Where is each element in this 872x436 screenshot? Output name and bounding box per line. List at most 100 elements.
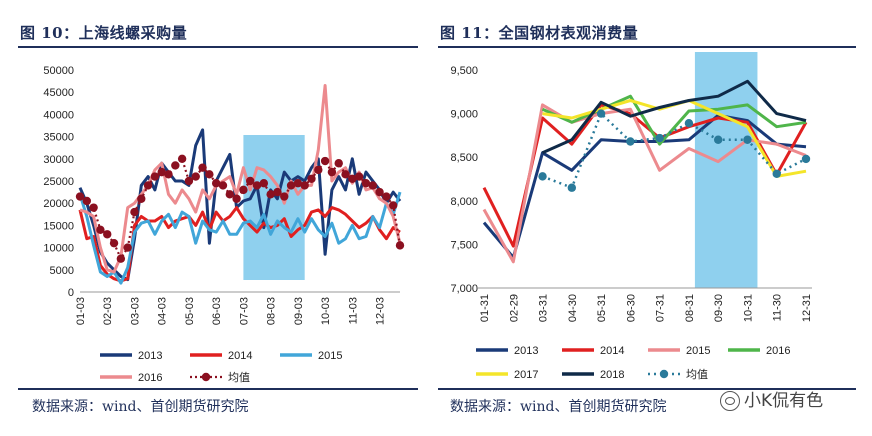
- left-x-tick-label: 04-03: [157, 297, 169, 325]
- left-x-tick-label: 01-03: [75, 297, 87, 325]
- left-x-tick-label: 08-03: [266, 297, 278, 325]
- left-x-tick-label: 09-03: [293, 297, 305, 325]
- left-y-tick-label: 10000: [43, 243, 74, 255]
- left-avg-marker: [293, 179, 303, 188]
- right-x-tick-label: 03-31: [538, 294, 550, 322]
- left-avg-marker: [130, 207, 139, 217]
- left-y-tick-label: 50000: [43, 65, 74, 77]
- right-series-line-2016: [541, 94, 807, 146]
- left-y-tick-label: 20000: [43, 198, 74, 210]
- right-x-tick-label: 08-31: [684, 294, 696, 322]
- right-avg-marker: [626, 137, 635, 146]
- left-avg-marker: [259, 179, 269, 188]
- left-legend-marker-avg: [201, 372, 211, 382]
- right-x-tick-label: 01-31: [479, 294, 491, 322]
- right-legend-label: 均值: [686, 368, 708, 381]
- left-y-tick-label: 5000: [50, 265, 74, 277]
- left-avg-marker: [89, 203, 98, 212]
- left-avg-marker: [109, 238, 119, 248]
- left-avg-marker: [266, 190, 275, 199]
- right-avg-marker: [743, 135, 752, 144]
- left-avg-marker: [341, 170, 350, 179]
- left-avg-marker: [314, 165, 323, 175]
- right-legend-marker-avg: [659, 369, 669, 379]
- left-series-line-2015: [78, 191, 402, 285]
- right-source-text: 数据来源：wind、首创期货研究院: [450, 399, 667, 415]
- right-x-tick-label: 11-30: [772, 294, 784, 321]
- left-panel: 图 10：上海线螺采购量 数据来源：wind、首创期货研究院: [18, 24, 418, 415]
- right-y-tick-label: 9,500: [450, 65, 478, 77]
- left-avg-marker: [307, 174, 316, 183]
- right-series-line-2015: [482, 103, 807, 264]
- right-avg-marker: [567, 183, 577, 192]
- left-source-text: 数据来源：wind、首创期货研究院: [32, 399, 249, 415]
- left-avg-marker: [116, 254, 126, 263]
- right-x-tick-label: 02-29: [508, 294, 520, 322]
- right-y-tick-label: 7,500: [450, 239, 478, 251]
- right-legend-label: 2016: [766, 345, 790, 357]
- left-legend-label: 2016: [138, 372, 162, 384]
- left-legend-label: 2013: [138, 350, 162, 362]
- left-avg-marker: [286, 181, 296, 190]
- left-avg-marker: [96, 225, 105, 235]
- left-x-tick-label: 05-03: [184, 297, 196, 325]
- right-series-line-2014: [482, 103, 808, 248]
- left-avg-marker: [137, 194, 146, 203]
- left-y-tick-label: 45000: [43, 87, 74, 99]
- left-avg-marker: [361, 179, 371, 188]
- left-y-tick-label: 30000: [43, 154, 74, 166]
- left-y-tick-label: 35000: [43, 132, 74, 144]
- right-title-rule: [438, 46, 856, 48]
- left-y-tick-label: 15000: [43, 220, 74, 232]
- left-avg-marker: [123, 243, 132, 252]
- right-avg-marker: [655, 133, 664, 143]
- left-title-rule: [18, 46, 418, 48]
- left-avg-marker: [252, 181, 262, 190]
- right-figure-title: 图 11：全国钢材表观消费量: [440, 24, 639, 42]
- right-y-tick-label: 9,000: [450, 109, 478, 121]
- watermark-text: 小K侃有色: [744, 391, 824, 411]
- right-y-tick-label: 8,500: [450, 152, 478, 164]
- right-x-tick-label: 10-31: [742, 294, 754, 322]
- left-avg-marker: [273, 187, 282, 197]
- left-avg-marker: [164, 170, 173, 179]
- left-avg-marker: [103, 230, 112, 239]
- left-x-tick-label: 11-03: [347, 297, 359, 324]
- right-source-rule: [438, 388, 856, 390]
- left-legend-label: 2015: [318, 350, 342, 362]
- left-avg-marker: [150, 172, 160, 181]
- watermark: 小K侃有色: [720, 386, 823, 411]
- right-avg-marker: [596, 109, 606, 118]
- left-legend-label: 2014: [228, 350, 252, 362]
- right-x-tick-label: 12-31: [801, 294, 813, 322]
- left-avg-marker: [184, 176, 194, 186]
- left-avg-marker: [300, 181, 309, 190]
- left-highlight-band: [243, 135, 305, 280]
- right-x-tick-label: 07-31: [655, 294, 667, 322]
- left-avg-marker: [143, 181, 153, 190]
- right-legend-label: 2013: [514, 345, 538, 357]
- right-x-tick-label: 04-30: [567, 294, 579, 322]
- left-y-tick-label: 40000: [43, 109, 74, 121]
- left-avg-marker: [246, 176, 255, 186]
- left-legend-label: 均值: [228, 371, 250, 384]
- left-avg-marker: [218, 181, 228, 190]
- left-avg-marker: [171, 161, 180, 170]
- left-series-line-2013: [78, 128, 402, 282]
- right-avg-marker: [713, 135, 723, 144]
- left-source-rule: [18, 388, 418, 390]
- left-avg-marker: [82, 196, 92, 206]
- wechat-icon: [720, 391, 740, 411]
- left-x-tick-label: 12-03: [375, 297, 387, 325]
- left-avg-marker: [334, 159, 343, 168]
- left-avg-marker: [177, 154, 187, 163]
- left-avg-marker: [205, 170, 214, 179]
- left-x-tick-label: 03-03: [129, 297, 141, 325]
- left-x-tick-label: 06-03: [211, 297, 223, 325]
- left-avg-marker: [348, 174, 357, 183]
- right-panel: 图 11：全国钢材表观消费量 数据来源：wind、首创期货研究院: [436, 0, 872, 436]
- right-legend-label: 2015: [686, 345, 710, 357]
- left-avg-marker: [327, 167, 337, 177]
- left-avg-marker: [211, 179, 221, 188]
- right-series-line-2017: [542, 99, 807, 178]
